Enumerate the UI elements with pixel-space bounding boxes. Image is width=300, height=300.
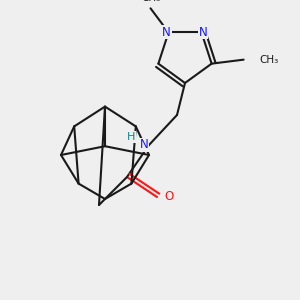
Text: N: N — [140, 139, 148, 152]
Text: H: H — [127, 132, 135, 142]
Text: N: N — [162, 26, 171, 39]
Text: N: N — [199, 26, 208, 39]
Text: CH₃: CH₃ — [141, 0, 160, 3]
Text: CH₃: CH₃ — [260, 55, 279, 65]
Text: O: O — [164, 190, 174, 203]
